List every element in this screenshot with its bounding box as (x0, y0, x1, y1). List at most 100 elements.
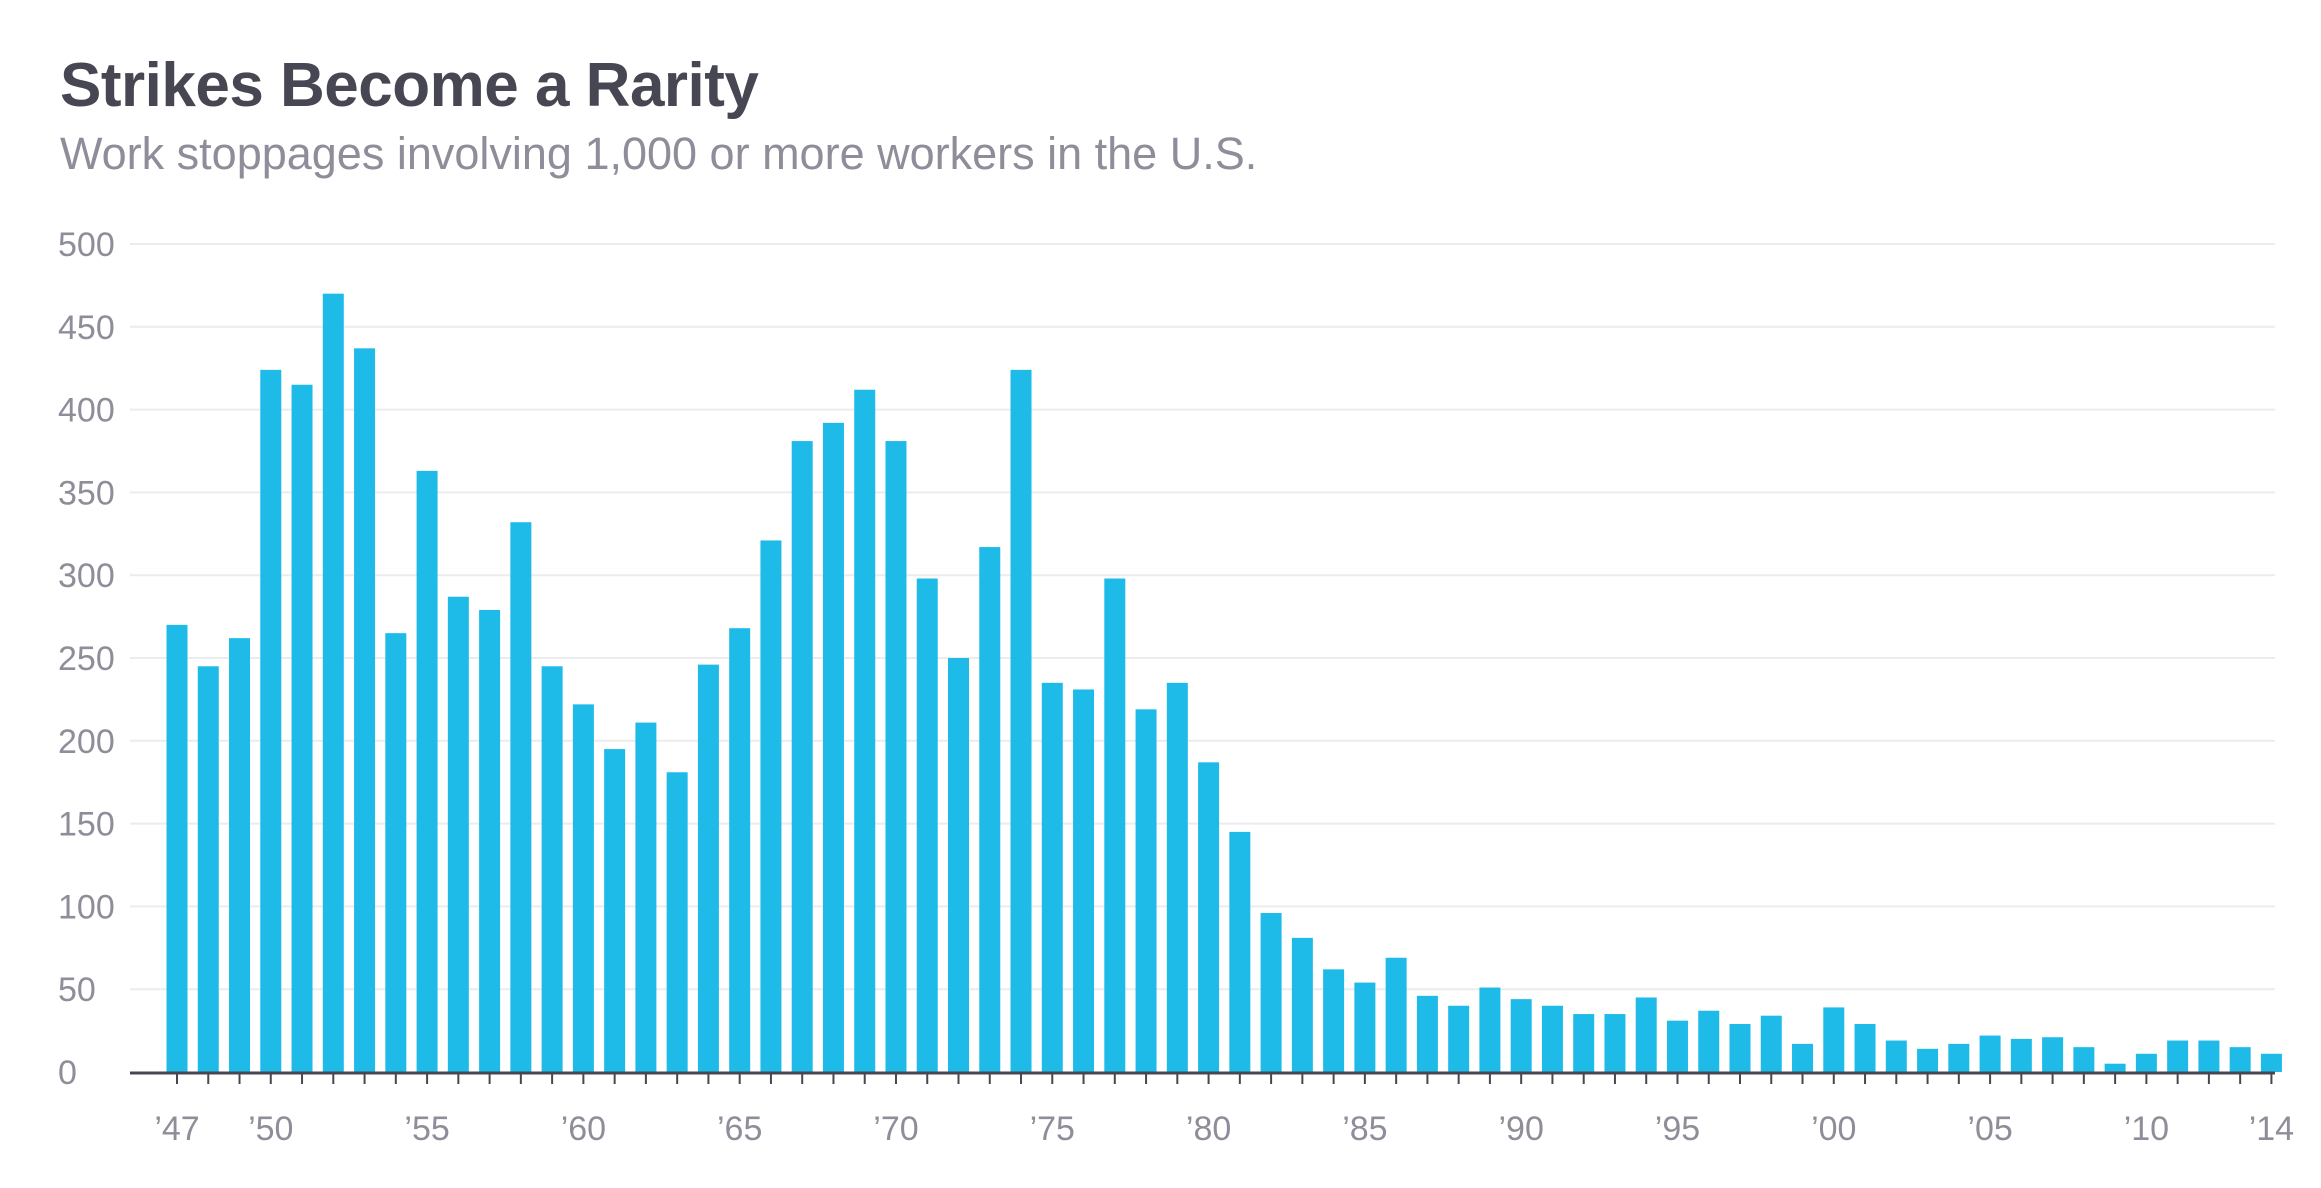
y-tick-label: 0 (58, 1054, 77, 1092)
y-tick-label: 50 (58, 971, 96, 1009)
x-axis (130, 1071, 2275, 1084)
y-tick-label: 200 (58, 723, 115, 761)
bar (1604, 1014, 1626, 1072)
x-tick-label: ’10 (2124, 1110, 2169, 1148)
bar (1166, 682, 1188, 1072)
bar (604, 749, 626, 1072)
bar (1323, 969, 1345, 1072)
bar (1479, 987, 1501, 1072)
bar (885, 441, 907, 1073)
bar (1760, 1015, 1782, 1072)
bar (1385, 957, 1407, 1072)
x-tick-label: ’05 (1967, 1110, 2012, 1148)
bar (1917, 1048, 1939, 1072)
bar (1666, 1020, 1688, 1072)
bar (1573, 1014, 1595, 1072)
bar (635, 722, 657, 1072)
x-tick-label: ’00 (1811, 1110, 1856, 1148)
bar (1541, 1005, 1563, 1072)
bar (166, 624, 188, 1072)
bar (510, 522, 532, 1072)
bar (1229, 831, 1251, 1072)
x-tick-label: ’80 (1186, 1110, 1231, 1148)
bar (1854, 1023, 1876, 1072)
y-tick-label: 450 (58, 309, 115, 347)
x-tick-label: ’70 (873, 1110, 918, 1148)
bar (1104, 578, 1126, 1072)
bar (1073, 689, 1095, 1072)
bar (948, 658, 969, 1072)
x-tick-label: ’65 (717, 1110, 762, 1148)
bar (1823, 1007, 1845, 1072)
bar (1635, 997, 1657, 1072)
y-tick-label: 100 (58, 888, 115, 926)
bar (2073, 1047, 2095, 1072)
bar (1510, 999, 1532, 1072)
bar (1729, 1023, 1751, 1072)
x-tick-label: ’14 (2249, 1110, 2294, 1148)
bar (697, 664, 719, 1072)
x-tick-label: ’55 (404, 1110, 449, 1148)
y-tick-label: 250 (58, 640, 115, 678)
bar (1291, 937, 1313, 1072)
x-tick-label: ’50 (248, 1110, 293, 1148)
bar (447, 596, 469, 1072)
bar (2260, 1053, 2282, 1072)
x-tick-label: ’60 (561, 1110, 606, 1148)
bar (2198, 1040, 2220, 1072)
bar (916, 578, 938, 1072)
bar (1354, 982, 1376, 1072)
bar (1260, 913, 1282, 1072)
x-tick-label: ’95 (1655, 1110, 1700, 1148)
x-tick-labels: ’47 ’50 ’55 ’60 ’65 ’70 ’75 ’80 ’85 ’90 ’95 ’00 ’05 ’… (154, 1110, 2294, 1148)
bar (572, 704, 594, 1072)
bar (2167, 1040, 2189, 1072)
bar (979, 547, 1001, 1072)
x-tick-label: ’75 (1030, 1110, 1075, 1148)
bar (197, 666, 219, 1072)
bar (1135, 709, 1157, 1072)
bar (729, 628, 751, 1072)
bar (1698, 1010, 1720, 1072)
bar (1979, 1035, 2001, 1072)
bar (385, 633, 407, 1072)
y-tick-label: 350 (58, 474, 115, 512)
bar (322, 293, 344, 1072)
bar (1416, 995, 1438, 1072)
bar (2042, 1037, 2064, 1072)
bar (416, 470, 438, 1072)
bar (354, 348, 376, 1072)
y-tick-label: 500 (58, 226, 115, 264)
y-tick-labels: 0 50 100 150 200 250 300 350 400 450 500 (58, 226, 115, 1092)
bars (166, 293, 2282, 1073)
bar (854, 389, 876, 1072)
bar (1010, 369, 1032, 1073)
bar (791, 441, 813, 1073)
bar (2135, 1053, 2157, 1072)
bar (822, 422, 844, 1072)
y-tick-label: 400 (58, 392, 115, 430)
bar (229, 638, 251, 1072)
y-tick-label: 150 (58, 806, 115, 844)
bar (479, 609, 501, 1072)
bar (2010, 1038, 2032, 1072)
bar (2104, 1063, 2126, 1072)
bar (760, 540, 782, 1072)
y-tick-label: 300 (58, 557, 115, 595)
bar (666, 772, 688, 1072)
bar (1885, 1040, 1907, 1072)
bar (1041, 682, 1063, 1072)
bar (260, 369, 282, 1073)
bar (1792, 1043, 1814, 1072)
bar (1948, 1043, 1970, 1072)
x-tick-label: ’47 (154, 1110, 199, 1148)
bar (2229, 1047, 2251, 1072)
bar (1198, 762, 1220, 1072)
bar (1448, 1005, 1470, 1072)
chart-title: Strikes Become a Rarity (60, 51, 759, 120)
chart-subtitle: Work stoppages involving 1,000 or more w… (60, 128, 1258, 179)
x-tick-label: ’85 (1342, 1110, 1387, 1148)
x-tick-label: ’90 (1498, 1110, 1543, 1148)
bar (541, 666, 563, 1072)
